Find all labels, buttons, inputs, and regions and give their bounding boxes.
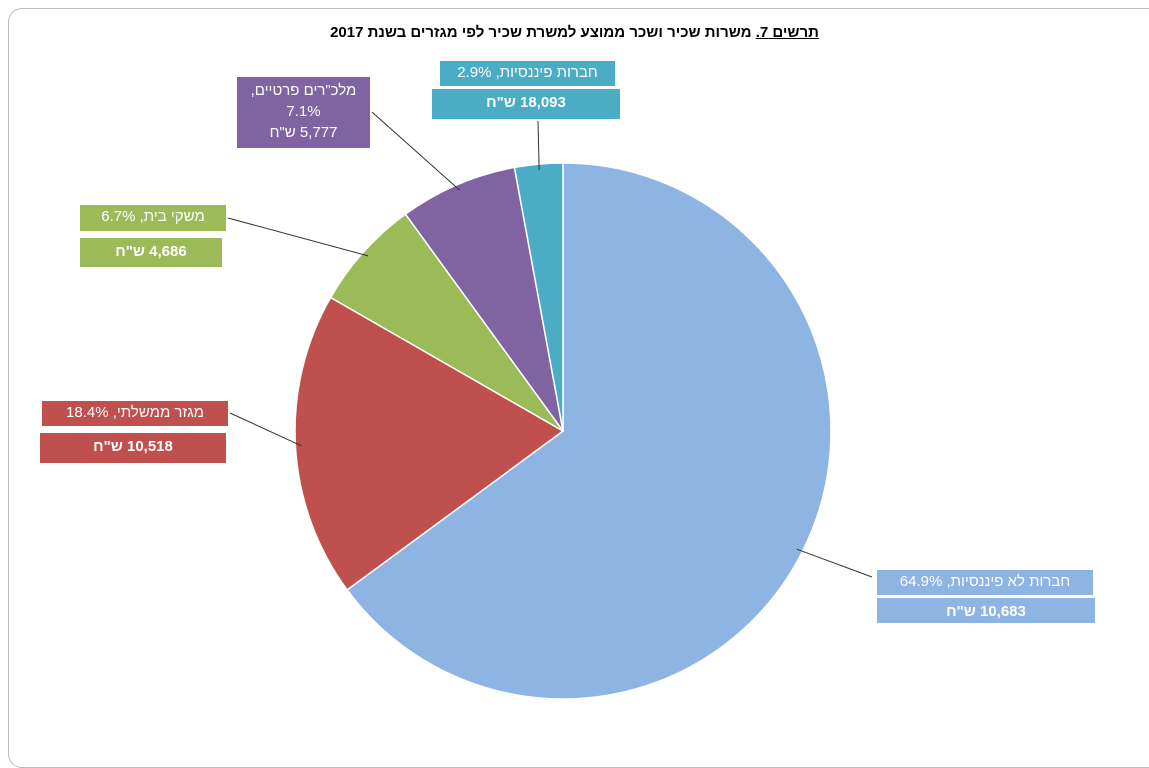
category-label-box: חברות פיננסיות, 2.9% xyxy=(440,61,615,86)
page: תרשים 7. משרות שכיר ושכר ממוצע למשרת שכי… xyxy=(0,8,1149,768)
leader-line xyxy=(796,548,873,578)
pie-chart xyxy=(227,111,873,700)
leader-line xyxy=(537,120,540,171)
salary-label: 18,093 ש"ח xyxy=(432,89,620,119)
category-name: מגזר ממשלתי, xyxy=(112,404,204,421)
category-name: משקי בית, xyxy=(139,208,205,225)
salary-label: 4,686 ש"ח xyxy=(80,238,222,267)
salary-label: 10,683 ש"ח xyxy=(877,598,1095,623)
category-name: חברות לא פיננסיות, xyxy=(946,573,1071,590)
category-name: חברות פיננסיות, xyxy=(495,64,598,81)
category-label-box: משקי בית, 6.7% xyxy=(80,205,226,231)
figure-label: תרשים 7. xyxy=(755,24,819,41)
category-name: מלכ"רים פרטיים, xyxy=(250,82,357,99)
category-label-box: חברות לא פיננסיות, 64.9% xyxy=(877,570,1093,595)
chart-title: משרות שכיר ושכר ממוצע למשרת שכיר לפי מגז… xyxy=(330,24,752,41)
salary-label: 10,518 ש"ח xyxy=(40,433,226,463)
value-label: 18.4% xyxy=(66,404,109,421)
pie-slice xyxy=(294,296,565,591)
leader-line xyxy=(229,412,302,447)
value-label: 64.9% xyxy=(899,573,943,590)
pie-slice xyxy=(404,166,564,432)
leader-line xyxy=(227,217,369,257)
pie-slice xyxy=(329,213,564,432)
chart-title-row: תרשים 7. משרות שכיר ושכר ממוצע למשרת שכי… xyxy=(0,24,1149,41)
value-label: 2.9% xyxy=(457,64,492,81)
salary-label: 5,777 ש"ח xyxy=(269,124,338,141)
leader-line xyxy=(371,111,461,191)
pie-slice xyxy=(346,162,832,700)
category-label-box: מלכ"רים פרטיים, 7.1% 5,777 ש"ח xyxy=(237,77,370,148)
value-label: 6.7% xyxy=(101,208,136,225)
value-label: 7.1% xyxy=(286,103,321,120)
category-label-box: מגזר ממשלתי, 18.4% xyxy=(42,401,228,426)
